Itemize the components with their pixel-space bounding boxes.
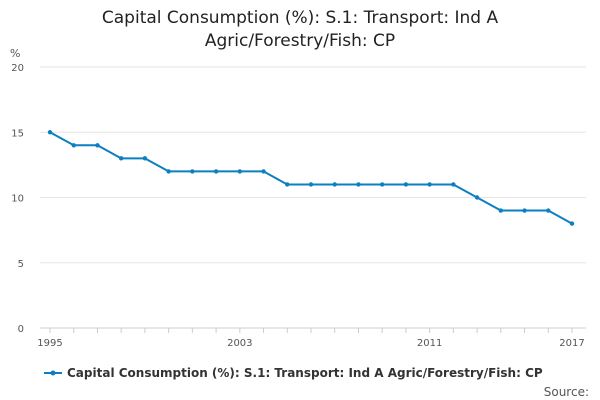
y-tick-label: 20: [11, 63, 24, 74]
y-tick-label: 0: [18, 324, 24, 335]
y-tick-label: 5: [18, 259, 24, 270]
series-layer: [47, 130, 575, 226]
x-tick-label: 2017: [559, 338, 584, 349]
data-point[interactable]: [213, 169, 219, 174]
data-point[interactable]: [569, 221, 575, 226]
source-label: Source:: [544, 385, 589, 399]
y-tick-label: 10: [11, 194, 24, 205]
data-point[interactable]: [498, 208, 504, 213]
data-point[interactable]: [356, 182, 361, 187]
y-axis: 0 5 10 15 20: [11, 63, 24, 335]
data-point[interactable]: [403, 182, 409, 187]
data-point[interactable]: [118, 156, 124, 161]
data-point[interactable]: [190, 169, 195, 174]
x-tick-label: 1995: [37, 338, 62, 349]
data-point[interactable]: [237, 169, 243, 174]
data-point[interactable]: [451, 182, 456, 187]
y-axis-unit: %: [10, 47, 20, 60]
data-point[interactable]: [474, 195, 480, 200]
data-point[interactable]: [71, 143, 76, 148]
x-tick-label: 2003: [227, 338, 252, 349]
data-point[interactable]: [142, 156, 148, 161]
series-line: [49, 131, 573, 225]
legend-swatch-marker: [50, 370, 56, 376]
data-point[interactable]: [522, 208, 527, 213]
data-point[interactable]: [166, 169, 171, 174]
legend[interactable]: Capital Consumption (%): S.1: Transport:…: [44, 366, 543, 380]
chart-title-line-2: Agric/Forestry/Fish: CP: [205, 31, 395, 51]
gridlines: [40, 66, 586, 329]
data-point[interactable]: [95, 143, 100, 148]
data-point[interactable]: [285, 182, 290, 187]
data-point[interactable]: [332, 182, 337, 187]
chart-title-line-1: Capital Consumption (%): S.1: Transport:…: [102, 8, 499, 28]
data-point[interactable]: [379, 182, 385, 187]
legend-label: Capital Consumption (%): S.1: Transport:…: [67, 366, 543, 380]
x-tick-label: 2011: [417, 338, 442, 349]
data-point[interactable]: [308, 182, 314, 187]
y-tick-label: 15: [11, 128, 24, 139]
x-axis: 1995 2003 2011 2017: [37, 328, 585, 349]
data-point[interactable]: [47, 130, 53, 135]
data-point[interactable]: [261, 169, 266, 174]
data-point[interactable]: [546, 208, 551, 213]
data-point[interactable]: [427, 182, 432, 187]
